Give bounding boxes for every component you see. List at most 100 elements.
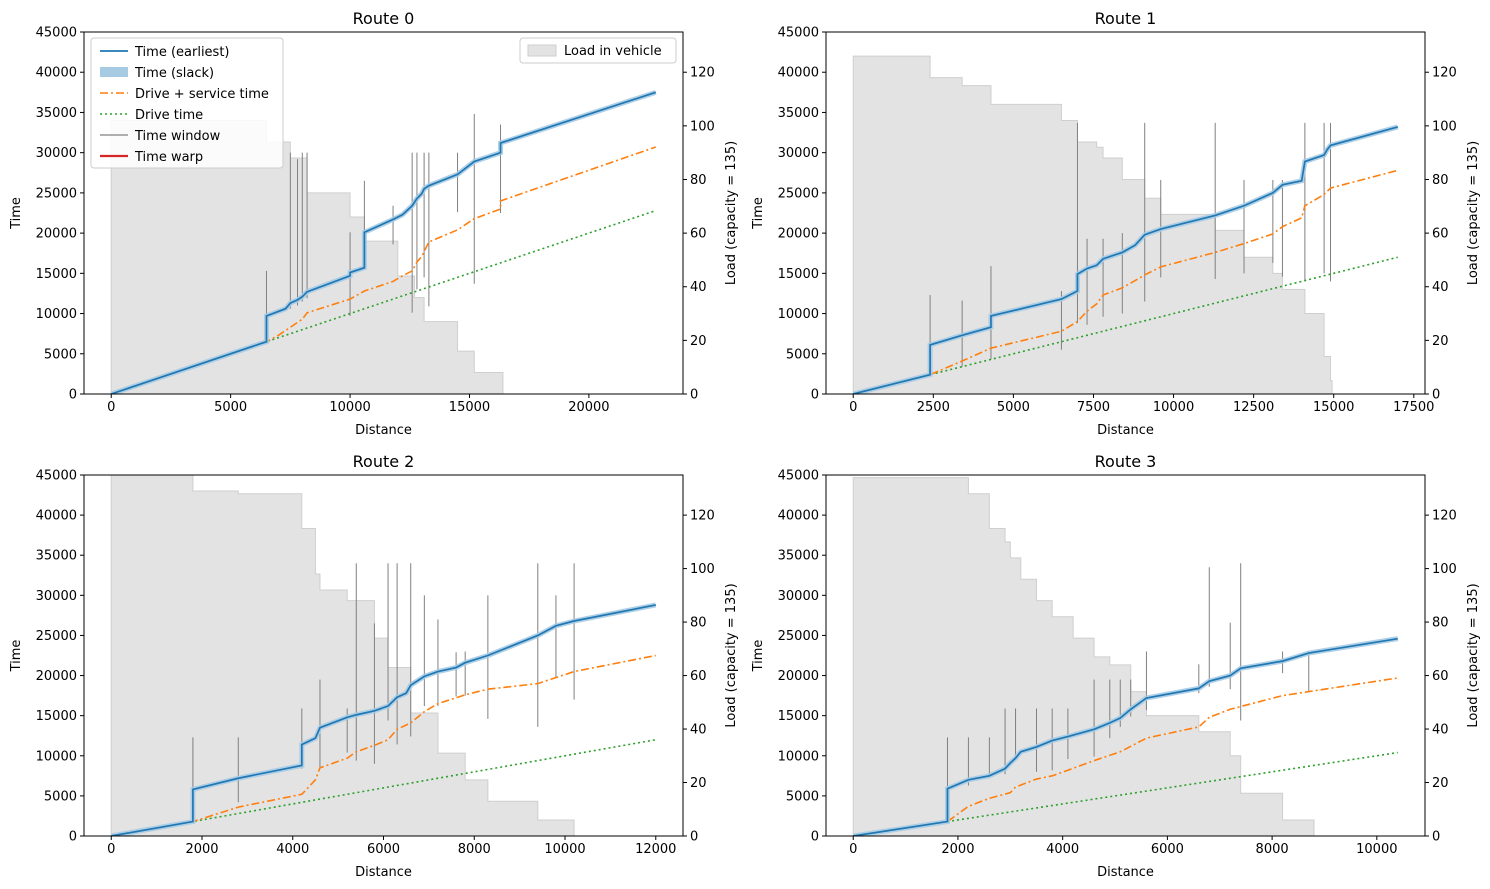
y-tick-label: 10000 xyxy=(778,307,819,322)
x-tick-label: 15000 xyxy=(449,400,490,415)
y-tick-label: 20000 xyxy=(778,669,819,684)
legend-right: Load in vehicle xyxy=(519,37,677,64)
x-axis-label: Distance xyxy=(1097,423,1154,438)
y-tick-label: 0 xyxy=(811,388,819,403)
y2-tick-label: 40 xyxy=(690,723,707,738)
y2-tick-label: 40 xyxy=(1432,280,1449,295)
time-earliest-line xyxy=(853,126,1398,394)
y2-tick-label: 80 xyxy=(1432,616,1449,631)
y-tick-label: 35000 xyxy=(36,106,77,121)
y-tick-label: 25000 xyxy=(778,186,819,201)
subplot-route-0: 0 5000 10000 15000 20000 0 5000 10000 15000 20000… xyxy=(9,9,739,438)
y2-tick-label: 100 xyxy=(690,562,715,577)
legend-slack-swatch xyxy=(100,67,128,77)
legend-label: Drive + service time xyxy=(135,87,269,102)
legend-load-swatch xyxy=(527,44,557,57)
load-area xyxy=(852,477,1315,836)
time-earliest-line xyxy=(110,91,657,394)
legend-label: Time window xyxy=(134,129,221,144)
y-axis-label: Time xyxy=(751,640,766,673)
x-tick-label: 0 xyxy=(107,400,115,415)
y2-tick-label: 40 xyxy=(690,280,707,295)
x-tick-label: 10000 xyxy=(1356,842,1397,857)
axes-frame xyxy=(825,31,1426,395)
drive-service-line xyxy=(853,677,1398,836)
x-tick-label: 5000 xyxy=(214,400,247,415)
subplot-route-2: 0 2000 4000 6000 8000 10000 12000 0 5000 10000 150… xyxy=(9,452,739,880)
y2-tick-label: 120 xyxy=(1432,66,1457,81)
y-tick-label: 45000 xyxy=(778,26,819,41)
y-tick-label: 15000 xyxy=(36,267,77,282)
x-tick-label: 0 xyxy=(849,400,857,415)
legend-box xyxy=(90,37,284,169)
y2-tick-label: 0 xyxy=(690,830,698,845)
y-tick-label: 15000 xyxy=(36,709,77,724)
drive-time-line xyxy=(111,738,656,836)
legend-label: Time warp xyxy=(134,150,203,165)
y-axis-label: Time xyxy=(751,197,766,230)
y2-tick-label: 80 xyxy=(690,173,707,188)
y-tick-label: 10000 xyxy=(778,749,819,764)
y2-tick-label: 120 xyxy=(690,509,715,524)
axes-frame xyxy=(825,474,1426,837)
plot-area xyxy=(110,475,657,836)
chart-title: Route 1 xyxy=(1095,9,1157,28)
y-tick-label: 5000 xyxy=(44,789,77,804)
chart-title: Route 2 xyxy=(353,452,415,471)
y2-tick-label: 80 xyxy=(690,616,707,631)
y2-axis-label: Load (capacity = 135) xyxy=(1466,583,1481,727)
plot-area xyxy=(852,477,1399,836)
y-tick-label: 40000 xyxy=(36,66,77,81)
legend-label: Time (earliest) xyxy=(134,45,230,60)
y-tick-label: 5000 xyxy=(44,347,77,362)
y2-axis-label: Load (capacity = 135) xyxy=(724,141,739,285)
y-tick-label: 45000 xyxy=(778,469,819,484)
y-tick-label: 35000 xyxy=(36,549,77,564)
load-area xyxy=(110,475,575,836)
x-tick-label: 4000 xyxy=(276,842,309,857)
y-tick-label: 15000 xyxy=(778,267,819,282)
drive-time-line xyxy=(853,256,1398,394)
y-tick-label: 15000 xyxy=(778,709,819,724)
y2-tick-label: 80 xyxy=(1432,173,1449,188)
y-tick-label: 40000 xyxy=(778,509,819,524)
y2-axis-label: Load (capacity = 135) xyxy=(724,583,739,727)
y-tick-label: 10000 xyxy=(36,307,77,322)
x-tick-label: 5000 xyxy=(997,400,1030,415)
y2-tick-label: 20 xyxy=(690,334,707,349)
x-tick-label: 10000 xyxy=(544,842,585,857)
x-tick-label: 2500 xyxy=(917,400,950,415)
x-axis-label: Distance xyxy=(355,865,412,880)
y-tick-label: 0 xyxy=(811,830,819,845)
y-tick-label: 25000 xyxy=(36,186,77,201)
x-tick-label: 10000 xyxy=(329,400,370,415)
y-tick-label: 5000 xyxy=(786,347,819,362)
y-axis-label: Time xyxy=(9,197,24,230)
y2-tick-label: 100 xyxy=(690,119,715,134)
x-tick-label: 0 xyxy=(849,842,857,857)
y2-tick-label: 0 xyxy=(1432,830,1440,845)
plot-area xyxy=(110,89,657,394)
y2-tick-label: 100 xyxy=(1432,562,1457,577)
x-tick-label: 8000 xyxy=(458,842,491,857)
x-tick-label: 7500 xyxy=(1077,400,1110,415)
y-tick-label: 25000 xyxy=(36,629,77,644)
y-tick-label: 20000 xyxy=(36,669,77,684)
x-tick-label: 12000 xyxy=(635,842,676,857)
y2-axis-label: Load (capacity = 135) xyxy=(1466,141,1481,285)
legend-label: Drive time xyxy=(135,108,203,123)
y2-tick-label: 60 xyxy=(1432,227,1449,242)
x-tick-label: 0 xyxy=(107,842,115,857)
x-tick-label: 6000 xyxy=(367,842,400,857)
y2-tick-label: 120 xyxy=(1432,509,1457,524)
x-tick-label: 20000 xyxy=(568,400,609,415)
x-axis-label: Distance xyxy=(355,423,412,438)
y2-tick-label: 20 xyxy=(1432,334,1449,349)
axes-frame xyxy=(83,31,684,395)
legend-label: Time (slack) xyxy=(134,66,214,81)
y-tick-label: 40000 xyxy=(36,509,77,524)
y-tick-label: 20000 xyxy=(778,227,819,242)
chart-title: Route 3 xyxy=(1095,452,1157,471)
x-tick-label: 10000 xyxy=(1153,400,1194,415)
